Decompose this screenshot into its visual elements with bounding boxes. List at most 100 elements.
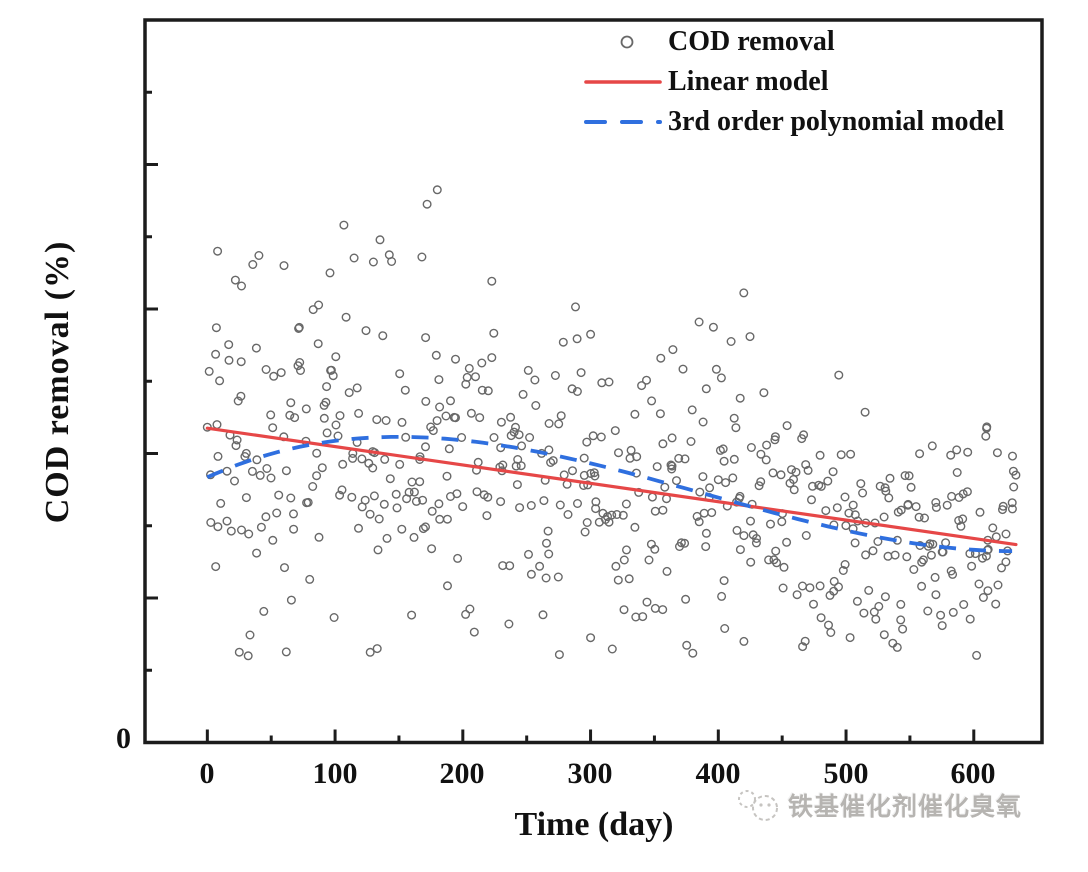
data-point: [978, 593, 988, 603]
data-point: [489, 328, 499, 338]
data-point: [642, 375, 652, 385]
data-point: [711, 364, 721, 374]
data-point: [845, 633, 855, 643]
data-point: [518, 389, 528, 399]
data-point: [896, 615, 906, 625]
data-point: [829, 576, 839, 586]
data-point: [676, 538, 686, 548]
data-point: [586, 633, 596, 643]
data-point: [1001, 557, 1011, 567]
data-point: [541, 573, 551, 583]
data-point: [421, 442, 431, 452]
data-point: [331, 352, 341, 362]
data-point: [290, 413, 300, 423]
polynomial-model-line: [206, 435, 1013, 553]
data-point: [694, 517, 704, 527]
dashed-line-marker-icon: [578, 107, 668, 137]
data-point: [716, 373, 726, 383]
data-point: [993, 580, 1003, 590]
data-point: [434, 499, 444, 509]
watermark-text: 铁基催化剂催化臭氧: [788, 793, 1023, 821]
data-point: [427, 506, 437, 516]
data-point: [624, 574, 634, 584]
data-point: [496, 497, 506, 507]
data-point: [967, 561, 977, 571]
data-point: [918, 555, 928, 565]
data-point: [224, 340, 234, 350]
data-point: [568, 466, 578, 476]
data-point: [937, 621, 947, 631]
data-point: [879, 630, 889, 640]
data-point: [312, 448, 322, 458]
data-point: [868, 546, 878, 556]
data-point: [883, 551, 893, 561]
data-point: [471, 372, 481, 382]
data-point: [234, 647, 244, 657]
data-point: [262, 464, 272, 474]
data-point: [211, 323, 221, 333]
data-point: [630, 409, 640, 419]
data-point: [427, 544, 437, 554]
data-point: [280, 563, 290, 573]
data-point: [544, 549, 554, 559]
data-point: [487, 276, 497, 286]
data-point: [372, 644, 382, 654]
x-tick-label-100: 100: [312, 757, 358, 790]
data-point: [354, 523, 364, 533]
data-point: [952, 468, 962, 478]
data-point: [553, 572, 563, 582]
data-point: [974, 579, 984, 589]
data-point: [434, 375, 444, 385]
data-point: [354, 408, 364, 418]
data-point: [667, 433, 677, 443]
data-point: [269, 371, 279, 381]
scatter-points: [202, 185, 1021, 661]
data-point: [717, 591, 727, 601]
data-point: [698, 417, 708, 427]
data-point: [572, 387, 582, 397]
data-point: [505, 561, 515, 571]
data-point: [525, 433, 535, 443]
data-point: [567, 384, 577, 394]
data-point: [368, 463, 378, 473]
data-point: [874, 601, 884, 611]
data-point: [391, 489, 401, 499]
data-point: [904, 471, 914, 481]
data-point: [915, 449, 925, 459]
legend-item-linear-model: Linear model: [578, 62, 1048, 102]
data-point: [347, 492, 357, 502]
data-point: [483, 386, 493, 396]
data-point: [554, 650, 564, 660]
data-point: [418, 524, 428, 534]
data-point: [991, 532, 1001, 542]
data-point: [256, 522, 266, 532]
data-point: [524, 549, 534, 559]
data-point: [898, 624, 908, 634]
data-point: [261, 512, 271, 522]
data-point: [754, 481, 764, 491]
data-point: [586, 329, 596, 339]
watermark: 铁基催化剂催化臭氧: [732, 783, 1022, 827]
x-tick-label-0: 0: [199, 757, 215, 790]
data-point: [572, 334, 582, 344]
data-point: [432, 416, 442, 426]
data-point: [1001, 529, 1011, 539]
data-point: [381, 416, 391, 426]
data-point: [329, 613, 339, 623]
data-point: [489, 433, 499, 443]
data-point: [981, 431, 991, 441]
data-point: [751, 538, 761, 548]
data-point: [331, 420, 341, 430]
data-point: [923, 606, 933, 616]
data-point: [582, 518, 592, 528]
data-point: [789, 475, 799, 485]
data-point: [539, 496, 549, 506]
data-point: [952, 445, 962, 455]
data-point: [555, 500, 565, 510]
data-point: [243, 651, 253, 661]
data-point: [375, 235, 385, 245]
data-point: [906, 482, 916, 492]
data-point: [317, 463, 327, 473]
data-point: [647, 492, 657, 502]
